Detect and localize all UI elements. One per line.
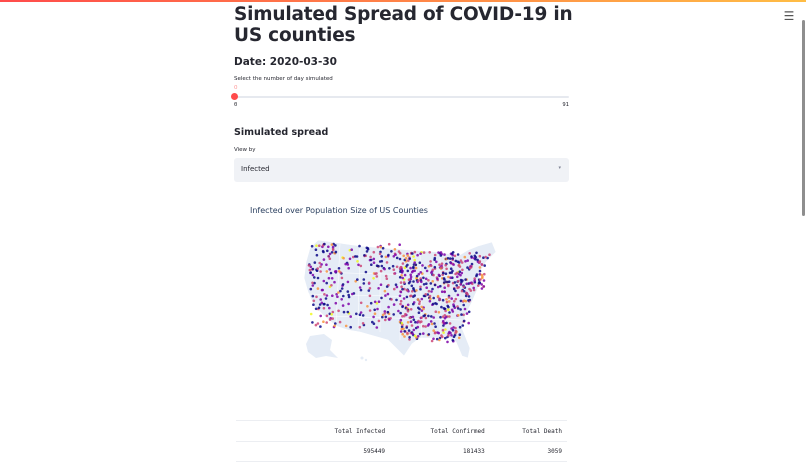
chart-title: Infected over Population Size of US Coun… (250, 206, 428, 215)
table-cell-death: 3059 (489, 441, 567, 462)
table-header-infected: Total Infected (296, 420, 391, 442)
table-cell-confirmed: 181433 (390, 441, 490, 462)
chevron-down-icon: ▾ (558, 165, 561, 171)
view-by-label: View by (234, 147, 256, 153)
table-header-row: Total Infected Total Confirmed Total Dea… (236, 420, 567, 442)
slider-min-label: 0 (234, 102, 238, 108)
table-header-death: Total Death (489, 420, 567, 442)
table-header-confirmed: Total Confirmed (390, 420, 490, 442)
table-cell-index (236, 441, 296, 462)
page-title: Simulated Spread of COVID-19 in US count… (234, 4, 573, 46)
totals-table: Total Infected Total Confirmed Total Dea… (236, 420, 567, 462)
section-title: Simulated spread (234, 127, 329, 138)
alaska-land (306, 334, 338, 358)
view-by-select[interactable]: Infected ▾ (234, 158, 569, 182)
day-slider-thumb[interactable] (231, 93, 238, 100)
top-decoration-bar (0, 0, 806, 2)
date-heading: Date: 2020-03-30 (234, 56, 337, 68)
table-cell-infected: 595449 (296, 441, 391, 462)
table-header-index (236, 420, 296, 442)
day-slider-track[interactable] (234, 96, 569, 98)
slider-max-label: 91 (562, 102, 569, 108)
us-county-scatter-map[interactable] (300, 232, 500, 368)
slider-current-value: 0 (234, 85, 238, 91)
view-by-selected-value: Infected (241, 165, 270, 173)
hamburger-menu-icon[interactable]: ☰ (783, 9, 795, 23)
slider-label: Select the number of day simulated (234, 76, 333, 82)
county-data-points (307, 242, 491, 344)
table-row: 595449 181433 3059 (236, 441, 567, 462)
page-scrollbar[interactable] (802, 20, 805, 216)
